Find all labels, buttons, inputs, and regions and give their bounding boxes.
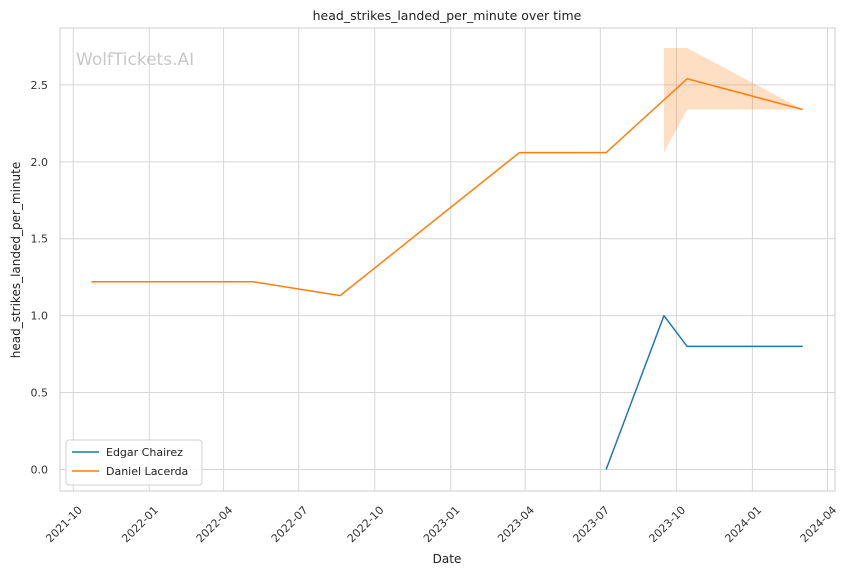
y-tick-label: 0.0	[31, 463, 49, 476]
y-tick-label: 1.0	[31, 310, 49, 323]
watermark: WolfTickets.AI	[76, 50, 194, 70]
grid	[60, 28, 835, 491]
y-tick-label: 2.0	[31, 156, 49, 169]
x-tick-label: 2021-10	[43, 504, 85, 546]
chart-title: head_strikes_landed_per_minute over time	[313, 8, 582, 23]
x-tick-label: 2024-01	[722, 504, 764, 546]
y-tick-label: 0.5	[31, 387, 49, 400]
y-tick-label: 2.5	[31, 79, 49, 92]
x-tick-label: 2022-10	[345, 504, 387, 546]
series-layer	[91, 78, 803, 470]
series-line-daniel-lacerda	[91, 78, 803, 297]
x-tick-labels: 2021-10 2022-01 2022-04 2022-07 2022-10 2023-…	[43, 504, 839, 546]
x-tick-label: 2022-04	[194, 504, 236, 546]
x-tick-label: 2022-01	[119, 504, 161, 546]
legend-label-edgar-chairez: Edgar Chairez	[106, 446, 183, 459]
x-tick-label: 2023-01	[421, 504, 463, 546]
x-tick-label: 2024-04	[798, 504, 840, 546]
plot-area	[60, 28, 835, 491]
x-tick-label: 2023-04	[495, 504, 537, 546]
x-tick-label: 2023-10	[646, 504, 688, 546]
legend-box	[65, 439, 203, 486]
x-tick-label: 2022-07	[269, 504, 311, 546]
legend: Edgar Chairez Daniel Lacerda	[65, 439, 203, 486]
legend-label-daniel-lacerda: Daniel Lacerda	[106, 465, 188, 478]
confidence-band-layer	[663, 47, 803, 153]
confidence-band-daniel-lacerda	[663, 47, 803, 153]
y-axis-title: head_strikes_landed_per_minute	[9, 162, 23, 359]
y-tick-labels: 0.0 0.5 1.0 1.5 2.0 2.5	[31, 79, 49, 477]
plot-frame	[59, 27, 836, 492]
y-tick-label: 1.5	[31, 233, 49, 246]
x-tick-label: 2023-07	[570, 504, 612, 546]
x-axis-title: Date	[433, 552, 462, 566]
series-line-edgar-chairez	[605, 314, 803, 470]
